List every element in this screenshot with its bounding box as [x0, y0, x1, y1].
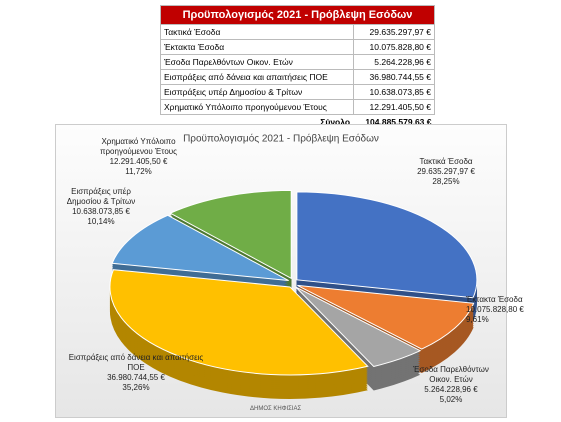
label-category: Έσοδα Παρελθόντων Οικον. Ετών: [413, 365, 489, 384]
slice: [111, 214, 289, 282]
total-row: Σύνολο 104.885.579,63 €: [161, 115, 435, 130]
label-amount: 5.264.228,96 €: [424, 385, 478, 394]
data-label: Εισπράξεις υπέρ Δημοσίου & Τρίτων 10.638.…: [56, 187, 146, 227]
row-value: 5.264.228,96 €: [352, 54, 436, 70]
footer-logo: ΔΗΜΟΣ ΚΗΦΙΣΙΑΣ: [250, 406, 302, 412]
row-label: Έκτακτα Έσοδα: [160, 39, 354, 55]
label-category: Τακτικά Έσοδα: [419, 157, 473, 166]
row-label: Εισπράξεις από δάνεια και απαιτήσεις ΠΟΕ: [160, 69, 354, 85]
label-percent: 35,26%: [122, 383, 150, 392]
label-amount: 10.075.828,80 €: [466, 305, 524, 314]
row-label: Χρηματικό Υπόλοιπο προηγούμενου Έτους: [160, 99, 354, 115]
label-category: Εισπράξεις υπέρ Δημοσίου & Τρίτων: [66, 187, 136, 206]
slice: [297, 284, 475, 350]
row-value: 36.980.744,55 €: [352, 69, 436, 85]
label-category: Έκτακτα Έσοδα: [466, 295, 523, 304]
total-label: Σύνολο: [320, 117, 351, 127]
label-category: Χρηματικό Υπόλοιπο προηγούμενου Έτους: [99, 137, 177, 156]
table-row: Εισπράξεις από δάνεια και απαιτήσεις ΠΟΕ…: [160, 69, 436, 85]
row-label: Τακτικά Έσοδα: [160, 24, 354, 40]
table-title: Προϋπολογισμός 2021 - Πρόβλεψη Εσόδων: [160, 5, 435, 25]
data-label: Έκτακτα Έσοδα 10.075.828,80 €9,61%: [466, 295, 536, 325]
table-header: Προϋπολογισμός 2021 - Πρόβλεψη Εσόδων: [160, 5, 435, 25]
table-row: Τακτικά Έσοδα 29.635.297,97 €: [160, 24, 436, 40]
data-label: Τακτικά Έσοδα 29.635.297,97 €28,25%: [401, 157, 491, 187]
total-value: 104.885.579,63 €: [365, 117, 432, 127]
row-value: 10.638.073,85 €: [352, 84, 436, 100]
label-amount: 29.635.297,97 €: [417, 167, 475, 176]
budget-table: Προϋπολογισμός 2021 - Πρόβλεψη Εσόδων Τα…: [160, 5, 436, 130]
label-amount: 36.980.744,55 €: [107, 373, 165, 382]
data-label: Εισπράξεις από δάνεια και απαιτήσεις ΠΟΕ…: [66, 353, 206, 393]
label-category: Εισπράξεις από δάνεια και απαιτήσεις ΠΟΕ: [68, 353, 204, 372]
table-row: Έσοδα Παρελθόντων Οικον. Ετών 5.264.228,9…: [160, 54, 436, 70]
table-row: Έκτακτα Έσοδα 10.075.828,80 €: [160, 39, 436, 55]
label-amount: 12.291.405,50 €: [109, 157, 168, 166]
row-value: 29.635.297,97 €: [352, 24, 436, 40]
table-row: Εισπράξεις υπέρ Δημοσίου & Τρίτων 10.638.…: [160, 84, 436, 100]
data-label: Χρηματικό Υπόλοιπο προηγούμενου Έτους 12.…: [86, 137, 191, 177]
row-label: Έσοδα Παρελθόντων Οικον. Ετών: [160, 54, 354, 70]
row-value: 10.075.828,80 €: [352, 39, 436, 55]
slice: [296, 191, 478, 299]
table-row: Χρηματικό Υπόλοιπο προηγούμενου Έτους 12.…: [160, 99, 436, 115]
row-value: 12.291.405,50 €: [352, 99, 436, 115]
label-percent: 5,02%: [439, 395, 463, 404]
slice: [169, 189, 292, 280]
label-percent: 28,25%: [432, 177, 460, 186]
label-percent: 10,14%: [87, 217, 115, 226]
label-percent: 11,72%: [125, 167, 152, 176]
slice: [109, 269, 369, 376]
slice: [295, 286, 422, 368]
chart: Προϋπολογισμός 2021 - Πρόβλεψη Εσόδων: [109, 133, 478, 399]
row-label: Εισπράξεις υπέρ Δημοσίου & Τρίτων: [160, 84, 354, 100]
data-label: Έσοδα Παρελθόντων Οικον. Ετών 5.264.228,9…: [401, 365, 501, 405]
chart-box: Προϋπολογισμός 2021 - Πρόβλεψη Εσόδων Τα…: [55, 124, 524, 418]
label-amount: 10.638.073,85 €: [72, 207, 130, 216]
label-percent: 9,61%: [466, 315, 489, 324]
chart-title: Προϋπολογισμός 2021 - Πρόβλεψη Εσόδων: [183, 133, 379, 145]
